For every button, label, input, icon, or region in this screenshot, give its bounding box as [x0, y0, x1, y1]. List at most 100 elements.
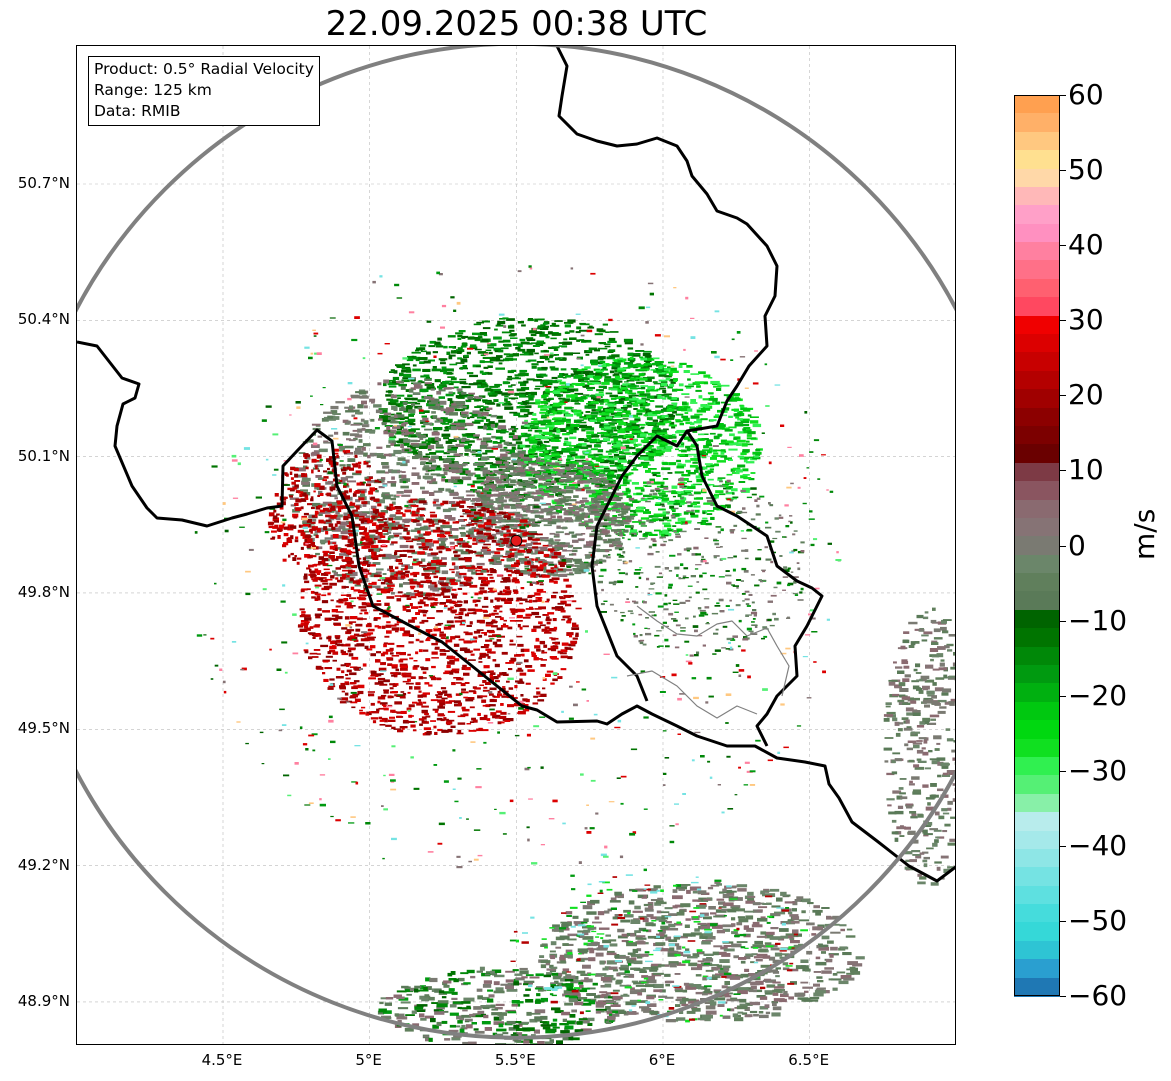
product-info-box: Product: 0.5° Radial Velocity Range: 125…	[88, 56, 320, 126]
colorbar-segment	[1014, 738, 1060, 758]
colorbar-tick	[1060, 395, 1066, 397]
colorbar-segment	[1014, 95, 1060, 114]
colorbar-segment	[1014, 720, 1060, 740]
colorbar-segment	[1014, 922, 1060, 942]
colorbar-segment	[1014, 223, 1060, 243]
colorbar-tick-label: −30	[1068, 753, 1128, 787]
colorbar-segment	[1014, 389, 1060, 409]
colorbar-segment	[1014, 536, 1060, 556]
colorbar-segment	[1014, 867, 1060, 887]
border-line	[555, 46, 779, 702]
colorbar-segment	[1014, 444, 1060, 464]
colorbar-segment	[1014, 775, 1060, 795]
colorbar-tick-label: 20	[1068, 378, 1104, 412]
lon-tick-label: 4.5°E	[201, 1051, 243, 1069]
colorbar-segment	[1014, 352, 1060, 372]
colorbar-tick	[1060, 845, 1066, 847]
range-label: Range: 125 km	[94, 81, 212, 99]
colorbar-segment	[1014, 481, 1060, 501]
colorbar-tick	[1060, 245, 1066, 247]
colorbar-tick-label: 40	[1068, 228, 1104, 262]
border-line	[685, 430, 824, 747]
colorbar-tick	[1060, 620, 1066, 622]
colorbar-unit-label: m/s	[1128, 508, 1161, 560]
colorbar-tick-label: −20	[1068, 678, 1128, 712]
colorbar-tick-label: −40	[1068, 828, 1128, 862]
colorbar-segment	[1014, 701, 1060, 721]
colorbar-tick-label: 30	[1068, 303, 1104, 337]
velocity-colorbar	[1014, 95, 1060, 997]
colorbar-segment	[1014, 425, 1060, 445]
colorbar-segment	[1014, 462, 1060, 482]
colorbar-segment	[1014, 186, 1060, 206]
velocity-echoes	[194, 265, 955, 1044]
colorbar-segment	[1014, 812, 1060, 832]
colorbar-segment	[1014, 940, 1060, 960]
colorbar-tick	[1060, 470, 1066, 472]
lat-tick-label: 50.1°N	[17, 446, 70, 465]
country-borders	[77, 46, 955, 883]
colorbar-segment	[1014, 517, 1060, 537]
colorbar-segment	[1014, 205, 1060, 225]
colorbar-segment	[1014, 756, 1060, 776]
lat-tick-label: 49.5°N	[17, 719, 70, 738]
colorbar-segment	[1014, 315, 1060, 335]
lon-tick-label: 6.5°E	[788, 1051, 830, 1069]
border-line	[636, 605, 790, 697]
lat-tick-label: 50.4°N	[17, 310, 70, 329]
map-canvas	[77, 46, 955, 1044]
colorbar-segment	[1014, 370, 1060, 390]
colorbar-tick	[1060, 695, 1066, 697]
colorbar-segment	[1014, 131, 1060, 151]
lat-tick-label: 49.2°N	[17, 855, 70, 874]
colorbar-segment	[1014, 407, 1060, 427]
colorbar-tick-label: −10	[1068, 603, 1128, 637]
colorbar-segment	[1014, 168, 1060, 188]
lat-tick-label: 49.8°N	[17, 582, 70, 601]
colorbar-segment	[1014, 573, 1060, 593]
colorbar-tick-label: 0	[1068, 528, 1086, 562]
colorbar-tick	[1060, 95, 1066, 96]
colorbar-tick	[1060, 770, 1066, 772]
map-title: 22.09.2025 00:38 UTC	[325, 4, 708, 44]
colorbar-segment	[1014, 793, 1060, 813]
border-line	[626, 670, 758, 719]
colorbar-tick-label: 10	[1068, 453, 1104, 487]
colorbar-tick-label: −60	[1068, 979, 1128, 1012]
range-ring	[77, 46, 955, 1040]
colorbar-segment	[1014, 591, 1060, 611]
radar-site-marker[interactable]	[510, 534, 523, 547]
colorbar-segment	[1014, 665, 1060, 684]
lon-tick-label: 5°E	[355, 1051, 382, 1069]
lon-tick-label: 5.5°E	[494, 1051, 536, 1069]
product-label: Product: 0.5° Radial Velocity	[94, 60, 314, 78]
data-source-label: Data: RMIB	[94, 102, 181, 120]
colorbar-segment	[1014, 278, 1060, 298]
colorbar-segment	[1014, 609, 1060, 629]
colorbar-segment	[1014, 260, 1060, 280]
radar-map[interactable]	[76, 45, 956, 1045]
colorbar-frame	[1014, 95, 1060, 996]
colorbar-segment	[1014, 499, 1060, 519]
colorbar-segment	[1014, 830, 1060, 850]
colorbar-segment	[1014, 334, 1060, 354]
colorbar-segment	[1014, 848, 1060, 868]
colorbar-segment	[1014, 628, 1060, 648]
colorbar-tick-label: −50	[1068, 903, 1128, 937]
colorbar-segment	[1014, 150, 1060, 170]
colorbar-segment	[1014, 977, 1060, 997]
colorbar-segment	[1014, 885, 1060, 905]
colorbar-segment	[1014, 113, 1060, 133]
colorbar-tick-label: 60	[1068, 78, 1104, 111]
colorbar-tick	[1060, 320, 1066, 322]
colorbar-tick	[1060, 545, 1066, 547]
colorbar-segment	[1014, 242, 1060, 262]
lat-tick-label: 48.9°N	[17, 991, 70, 1010]
colorbar-segment	[1014, 554, 1060, 574]
lat-tick-label: 50.7°N	[17, 174, 70, 192]
colorbar-segment	[1014, 683, 1060, 703]
colorbar-segment	[1014, 297, 1060, 317]
colorbar-tick-label: 50	[1068, 153, 1104, 187]
colorbar-segment	[1014, 646, 1060, 666]
colorbar-segment	[1014, 904, 1060, 924]
